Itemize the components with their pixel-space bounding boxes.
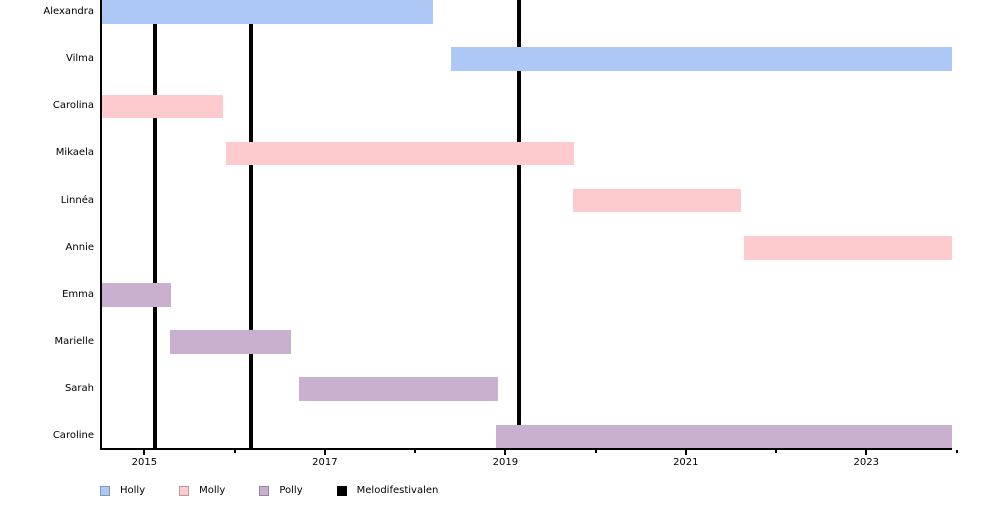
legend-item-polly: Polly xyxy=(259,485,303,496)
bar-emma xyxy=(102,283,171,307)
melodifestivalen-event-line xyxy=(153,0,158,448)
bar-caroline xyxy=(496,424,952,449)
x-tick-2022 xyxy=(775,450,778,453)
x-tick-2024 xyxy=(955,450,958,453)
x-tick-label-2015: 2015 xyxy=(131,457,158,468)
x-tick-2016 xyxy=(233,450,236,453)
melodifestivalen-event-line xyxy=(516,0,521,448)
bar-sarah xyxy=(298,377,499,401)
melodifestivalen-event-line xyxy=(248,0,253,448)
row-label-annie: Annie xyxy=(65,241,94,253)
row-label-carolina: Carolina xyxy=(52,100,94,112)
x-tick-2023 xyxy=(865,450,868,455)
molly-color-swatch xyxy=(179,485,190,496)
row-label-mikaela: Mikaela xyxy=(55,147,94,159)
row-label-alexandra: Alexandra xyxy=(43,6,94,17)
bar-annie xyxy=(744,236,952,260)
x-tick-2017 xyxy=(323,450,326,455)
row-label-vilma: Vilma xyxy=(65,53,94,65)
x-tick-label-2017: 2017 xyxy=(312,457,338,468)
row-label-emma: Emma xyxy=(62,288,94,300)
polly-color-swatch xyxy=(259,485,270,496)
legend-item-melodifestivalen: Melodifestivalen xyxy=(336,485,439,496)
bar-mikaela xyxy=(225,141,574,166)
bar-carolina xyxy=(102,94,223,119)
bar-vilma xyxy=(451,47,952,71)
x-tick-label-2019: 2019 xyxy=(492,457,519,468)
legend-label: Polly xyxy=(279,485,303,496)
melodifestivalen-color-swatch xyxy=(336,485,347,496)
x-tick-label-2021: 2021 xyxy=(673,457,699,468)
legend: Holly Molly Polly Melodifestivalen xyxy=(100,485,438,496)
row-label-sarah: Sarah xyxy=(64,383,94,395)
x-tick-2015 xyxy=(143,450,146,455)
x-tick-2019 xyxy=(504,450,507,455)
legend-label: Melodifestivalen xyxy=(356,485,439,496)
x-tick-label-2023: 2023 xyxy=(853,457,879,468)
x-tick-2018 xyxy=(414,450,417,453)
row-label-marielle: Marielle xyxy=(54,336,94,348)
x-tick-2020 xyxy=(594,450,597,453)
legend-item-molly: Molly xyxy=(179,485,225,496)
row-label-caroline: Caroline xyxy=(52,430,94,442)
bar-alexandra xyxy=(102,0,434,24)
row-label-linnea: Linnéa xyxy=(60,194,94,206)
holly-color-swatch xyxy=(100,485,110,496)
x-tick-2021 xyxy=(684,450,687,455)
legend-item-holly: Holly xyxy=(100,485,145,496)
bar-marielle xyxy=(169,330,292,354)
y-axis-labels: Alexandra Vilma Carolina Mikaela Linnéa Annie… xyxy=(0,0,94,450)
legend-label: Holly xyxy=(120,485,146,496)
legend-label: Molly xyxy=(199,485,226,496)
plot-area: 2015 2017 2019 2021 2023 xyxy=(100,0,958,468)
bar-linnea xyxy=(573,188,741,213)
